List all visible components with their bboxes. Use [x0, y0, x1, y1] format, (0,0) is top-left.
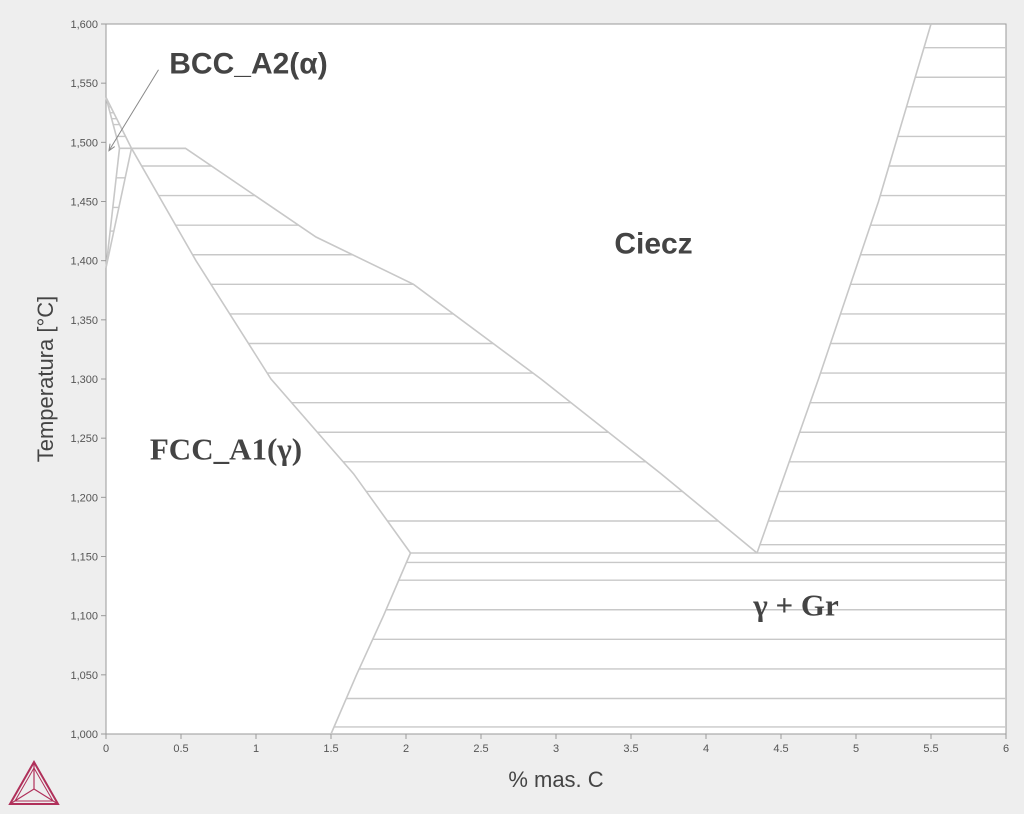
y-tick-label: 1,600: [70, 19, 98, 31]
phase-boundaries: [105, 23, 1006, 735]
region-label: γ + Gr: [752, 588, 839, 623]
phase-boundary: [105, 148, 121, 268]
x-tick-label: 0.5: [173, 743, 188, 755]
x-tick-label: 3: [553, 743, 559, 755]
annotation-arrowhead: [108, 143, 115, 152]
phase-boundary: [130, 147, 412, 554]
axis-ticks: 0 0.5 1 1.5 2 2.5 3 3.5 4 4.5 5 5.5 6 1,000 1,050 1,100…: [70, 19, 1009, 755]
y-tick-label: 1,150: [70, 552, 98, 564]
y-tick-label: 1,400: [70, 256, 98, 268]
region-labels: BCC_A2(α) Ciecz FCC_A1(γ) γ + Gr: [108, 48, 839, 623]
phase-boundary: [105, 97, 133, 149]
x-tick-label: 4: [703, 743, 709, 755]
x-tick-label: 4.5: [773, 743, 788, 755]
y-axis-title: Temperatura [°C]: [33, 296, 58, 463]
thermo-calc-triangle-icon: [8, 759, 60, 805]
y-tick-label: 1,000: [70, 729, 98, 741]
phase-boundary: [105, 148, 133, 268]
x-tick-label: 3.5: [623, 743, 638, 755]
y-tick-label: 1,300: [70, 374, 98, 386]
phase-boundary: [756, 23, 932, 554]
y-tick-label: 1,250: [70, 433, 98, 445]
phase-boundary: [131, 147, 758, 554]
region-label: BCC_A2(α): [169, 48, 327, 81]
x-tick-label: 5: [853, 743, 859, 755]
x-tick-label: 6: [1003, 743, 1009, 755]
phase-boundary: [330, 552, 412, 735]
y-tick-label: 1,550: [70, 78, 98, 90]
region-label: Ciecz: [614, 228, 692, 261]
x-tick-label: 1.5: [323, 743, 338, 755]
y-tick-label: 1,450: [70, 197, 98, 209]
x-tick-label: 2: [403, 743, 409, 755]
x-tick-label: 2.5: [473, 743, 488, 755]
region-label: FCC_A1(γ): [150, 431, 302, 466]
plot-area: [105, 23, 1007, 735]
y-tick-label: 1,100: [70, 611, 98, 623]
phase-boundary: [105, 97, 121, 149]
y-tick-label: 1,200: [70, 492, 98, 504]
y-tick-label: 1,350: [70, 315, 98, 327]
annotation-arrow: [108, 69, 159, 151]
tielines: [108, 46, 1006, 728]
x-tick-label: 1: [253, 743, 259, 755]
y-tick-label: 1,050: [70, 670, 98, 682]
x-tick-label: 5.5: [923, 743, 938, 755]
x-tick-label: 0: [103, 743, 109, 755]
y-tick-label: 1,500: [70, 137, 98, 149]
x-axis-title: % mas. C: [508, 767, 603, 792]
